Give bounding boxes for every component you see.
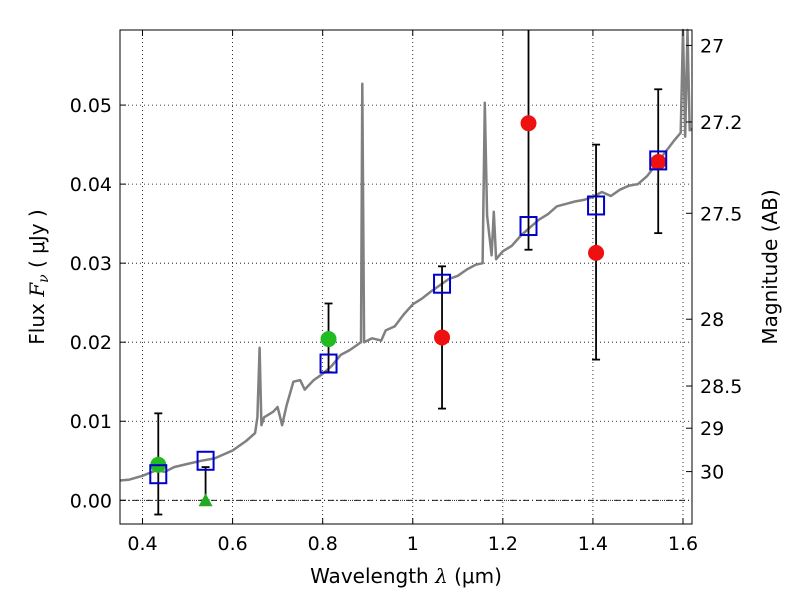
- x-tick-label: 1: [407, 533, 419, 555]
- data-series: [149, 30, 668, 516]
- axis-ticks: [120, 30, 692, 524]
- plot-frame: [119, 29, 693, 525]
- data-point: [650, 153, 667, 170]
- model-spectrum: [119, 28, 693, 482]
- y-tick-label: 0.03: [70, 253, 112, 275]
- data-point: [520, 115, 537, 132]
- right-tick-label: 27.2: [700, 112, 742, 134]
- data-point: [434, 329, 451, 346]
- model-photometry-point: [649, 150, 668, 171]
- y-tick-label: 0.04: [70, 174, 112, 196]
- x-tick-label: 0.4: [127, 533, 157, 555]
- x-tick-label: 1.2: [488, 533, 518, 555]
- x-axis-label: Wavelength λ (μm): [310, 564, 502, 588]
- x-tick-label: 1.6: [668, 533, 698, 555]
- right-tick-label: 27: [700, 35, 724, 57]
- y-tick-label: 0.00: [70, 490, 112, 512]
- right-tick-label: 28.5: [700, 376, 742, 398]
- tick-labels: 0.4 0.6 0.8 1 1.2 1.4 1.6 0.00 0.01 0.02 0.03 0.04 0…: [70, 35, 743, 555]
- model-photometry-point: [587, 195, 606, 216]
- model-photometry-point: [319, 353, 338, 374]
- data-point: [588, 244, 605, 261]
- right-tick-label: 30: [700, 462, 724, 484]
- model-photometry-point: [433, 273, 452, 294]
- data-point: [320, 331, 337, 348]
- right-axis-label: Magnitude (AB): [758, 189, 782, 344]
- y-tick-label: 0.05: [70, 95, 112, 117]
- y-tick-label: 0.02: [70, 332, 112, 354]
- right-tick-label: 27.5: [700, 203, 742, 225]
- model-photometry-point: [149, 464, 168, 485]
- x-tick-label: 0.6: [217, 533, 247, 555]
- model-spectrum-line: [119, 28, 693, 482]
- x-tick-label: 1.4: [578, 533, 608, 555]
- right-tick-label: 29: [700, 418, 724, 440]
- model-photometry-point: [196, 450, 215, 471]
- right-tick-label: 28: [700, 309, 724, 331]
- y-axis-label: Flux Fν ( μJy ): [25, 209, 52, 344]
- x-tick-label: 0.8: [308, 533, 338, 555]
- model-photometry-point: [519, 216, 538, 237]
- y-tick-label: 0.01: [70, 411, 112, 433]
- upper-limit-point: [198, 493, 213, 507]
- grid: [120, 30, 692, 524]
